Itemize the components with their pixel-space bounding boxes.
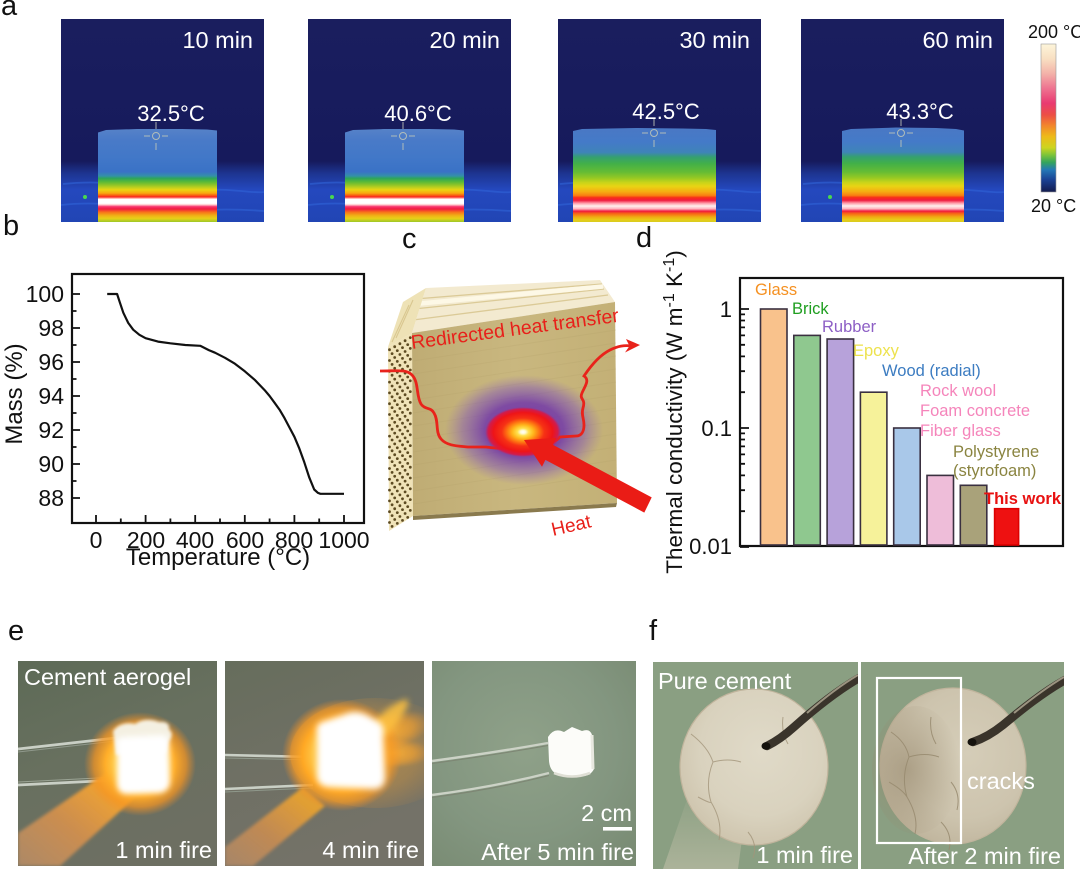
- svg-text:Thermal conductivity (W m-1 K-: Thermal conductivity (W m-1 K-1): [661, 250, 687, 574]
- svg-text:0.1: 0.1: [701, 416, 732, 441]
- svg-text:30 min: 30 min: [679, 27, 750, 53]
- svg-text:Brick: Brick: [792, 300, 829, 318]
- svg-text:Polystyrene: Polystyrene: [953, 443, 1039, 461]
- svg-text:60 min: 60 min: [922, 27, 993, 53]
- svg-text:98: 98: [38, 315, 64, 341]
- svg-text:90: 90: [38, 451, 64, 477]
- svg-text:Temperature (°C): Temperature (°C): [126, 544, 310, 571]
- svg-text:20 min: 20 min: [429, 27, 500, 53]
- svg-text:20 °C: 20 °C: [1031, 196, 1076, 216]
- svg-text:600: 600: [226, 527, 264, 553]
- svg-text:Rubber: Rubber: [822, 318, 877, 336]
- svg-text:0.01: 0.01: [689, 534, 732, 559]
- svg-text:Rock wool: Rock wool: [920, 382, 996, 400]
- svg-text:1000: 1000: [318, 527, 369, 553]
- svg-text:96: 96: [38, 349, 64, 375]
- svg-text:40.6°C: 40.6°C: [384, 101, 452, 126]
- svg-text:2 cm: 2 cm: [581, 800, 632, 826]
- svg-text:88: 88: [38, 485, 64, 511]
- svg-text:400: 400: [176, 527, 214, 553]
- svg-text:100: 100: [26, 281, 64, 307]
- svg-text:Heat: Heat: [549, 511, 594, 541]
- svg-text:Mass (%): Mass (%): [1, 343, 28, 444]
- svg-text:Epoxy: Epoxy: [853, 342, 900, 360]
- svg-text:0: 0: [90, 527, 103, 553]
- svg-text:43.3°C: 43.3°C: [886, 99, 954, 124]
- svg-text:10 min: 10 min: [182, 27, 253, 53]
- svg-text:94: 94: [38, 383, 64, 409]
- svg-text:800: 800: [275, 527, 313, 553]
- svg-text:32.5°C: 32.5°C: [137, 101, 205, 126]
- svg-text:92: 92: [38, 417, 64, 443]
- svg-text:1 min fire: 1 min fire: [756, 842, 853, 868]
- svg-text:Pure cement: Pure cement: [658, 668, 792, 694]
- svg-text:Glass: Glass: [755, 281, 797, 299]
- svg-text:1 min fire: 1 min fire: [115, 837, 212, 863]
- svg-text:Wood (radial): Wood (radial): [882, 362, 981, 380]
- svg-text:cracks: cracks: [967, 768, 1035, 794]
- svg-text:(styrofoam): (styrofoam): [953, 462, 1036, 480]
- svg-text:4 min fire: 4 min fire: [322, 837, 419, 863]
- svg-text:Fiber glass: Fiber glass: [920, 422, 1001, 440]
- svg-text:200 °C: 200 °C: [1028, 22, 1080, 42]
- svg-text:This work: This work: [984, 490, 1062, 508]
- svg-text:42.5°C: 42.5°C: [632, 99, 700, 124]
- svg-text:1: 1: [720, 297, 732, 322]
- svg-text:200: 200: [127, 527, 165, 553]
- svg-text:After 5 min fire: After 5 min fire: [481, 839, 634, 865]
- svg-text:After 2 min fire: After 2 min fire: [908, 843, 1061, 869]
- svg-text:Foam concrete: Foam concrete: [920, 402, 1030, 420]
- svg-text:Cement aerogel: Cement aerogel: [24, 664, 191, 690]
